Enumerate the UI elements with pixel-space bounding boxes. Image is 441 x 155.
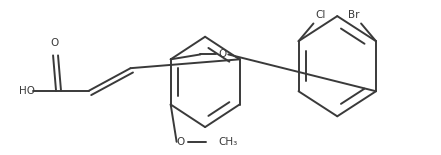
Text: O: O [176, 137, 185, 147]
Text: O: O [50, 38, 58, 48]
Text: Br: Br [348, 10, 359, 20]
Text: O: O [218, 49, 227, 59]
Text: CH₃: CH₃ [218, 137, 238, 147]
Text: HO: HO [19, 86, 35, 96]
Text: Cl: Cl [315, 10, 326, 20]
